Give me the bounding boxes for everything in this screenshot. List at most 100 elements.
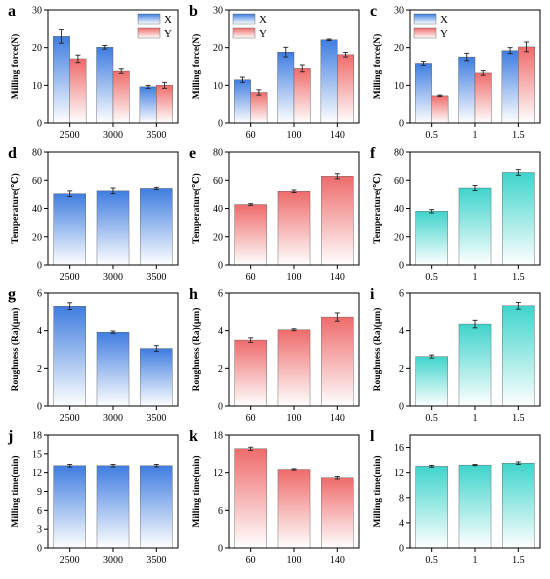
- bar-y: [250, 92, 268, 124]
- x-tick-label: 2500: [60, 413, 80, 424]
- legend-swatch-y: [413, 27, 437, 39]
- x-tick-label: 3000: [103, 130, 123, 141]
- y-tick-label: 0: [218, 402, 223, 413]
- panel-letter: e: [189, 145, 196, 162]
- panel-letter: k: [189, 428, 198, 445]
- y-tick-label: 12: [213, 468, 223, 479]
- bar-x: [233, 79, 251, 124]
- x-tick-label: 1: [473, 272, 478, 283]
- panel-g: g Roughness (Ra)(μm) 0 2 4 6 2500 3000 3500: [8, 286, 179, 424]
- y-tick-label: 30: [213, 6, 223, 17]
- y-tick-label: 12: [32, 468, 42, 479]
- bar: [321, 176, 354, 266]
- y-tick-label: 0: [218, 544, 223, 555]
- legend-swatch-x: [232, 13, 256, 25]
- x-tick-label: 3500: [146, 272, 166, 283]
- panel-letter: a: [8, 3, 16, 20]
- y-axis-label: Milling force(N): [10, 34, 21, 100]
- y-tick-label: 4: [399, 518, 404, 529]
- panel-d: d Temperature(℃) 0 20 40 60 80 2500 3000 3500: [8, 145, 179, 283]
- panel-h: h Roughness (Ra)(μm) 0 2 4 6 60 100 140: [189, 286, 360, 424]
- y-tick-label: 80: [32, 148, 42, 159]
- x-tick-label: 1.5: [512, 555, 525, 566]
- bar: [53, 305, 86, 407]
- panel-k: k Milling time(min) 0 6 12 18 60 100 140: [189, 428, 360, 566]
- panel-i: i Roughness (Ra)(μm) 0 2 4 6 0.5 1 1.5: [370, 286, 541, 424]
- bar: [234, 448, 267, 549]
- panel-letter: g: [8, 286, 16, 303]
- x-tick-label: 1: [473, 130, 478, 141]
- y-tick-label: 60: [32, 176, 42, 187]
- y-axis-label: Temperature(℃): [191, 173, 202, 243]
- x-tick-label: 140: [330, 413, 345, 424]
- y-axis-label: Temperature(℃): [372, 173, 383, 243]
- bar-x: [415, 63, 432, 124]
- x-tick-label: 3000: [103, 413, 123, 424]
- bar: [502, 463, 535, 549]
- y-tick-label: 6: [37, 289, 42, 300]
- axes-frame: [47, 151, 179, 266]
- bar-x: [139, 86, 157, 124]
- bar: [96, 331, 130, 407]
- y-tick-label: 40: [32, 204, 42, 215]
- axes-frame: [228, 292, 360, 407]
- panel-letter: h: [189, 286, 198, 303]
- y-tick-label: 60: [394, 176, 404, 187]
- y-axis-label: Roughness (Ra)(μm): [10, 308, 21, 392]
- y-axis-label: Milling force(N): [191, 34, 202, 100]
- y-axis-label: Roughness (Ra)(μm): [191, 308, 202, 392]
- legend-label-y: Y: [259, 28, 267, 40]
- x-tick-label: 0.5: [425, 555, 438, 566]
- x-tick-label: 60: [246, 413, 256, 424]
- legend-swatch-y: [137, 27, 161, 39]
- legend-swatch-y: [232, 27, 256, 39]
- y-tick-label: 40: [213, 204, 223, 215]
- axes-frame: [47, 434, 179, 549]
- bar: [277, 191, 311, 266]
- panel-letter: d: [8, 145, 17, 162]
- x-tick-label: 1.5: [512, 272, 525, 283]
- bar-x: [458, 56, 476, 124]
- bar-y: [156, 85, 173, 124]
- legend-swatch-x: [413, 13, 437, 25]
- y-tick-label: 0: [218, 261, 223, 272]
- legend-label-y: Y: [440, 28, 448, 40]
- y-axis-label: Milling force(N): [372, 34, 383, 100]
- bar: [96, 465, 130, 549]
- y-tick-label: 80: [213, 148, 223, 159]
- y-axis-label: Roughness (Ra)(μm): [372, 308, 383, 392]
- bar-x: [96, 47, 114, 124]
- y-tick-label: 30: [32, 6, 42, 17]
- y-tick-label: 20: [213, 232, 223, 243]
- bar: [277, 329, 311, 407]
- panel-letter: l: [370, 428, 375, 445]
- bar: [458, 464, 492, 549]
- bar-x: [53, 36, 70, 124]
- bar-x: [320, 39, 338, 124]
- panel-j: j Milling time(min) 0 3 6 9 12 15 18 2500 3000 3500: [7, 428, 179, 566]
- x-tick-label: 2500: [60, 555, 80, 566]
- y-tick-label: 10: [394, 81, 404, 92]
- x-tick-label: 0.5: [425, 413, 438, 424]
- x-tick-label: 140: [330, 272, 345, 283]
- y-tick-label: 4: [399, 326, 404, 337]
- panel-letter: b: [189, 3, 198, 20]
- bar-y: [69, 58, 87, 124]
- x-tick-label: 3500: [146, 130, 166, 141]
- y-tick-label: 18: [213, 431, 223, 442]
- y-tick-label: 30: [394, 6, 404, 17]
- bar: [53, 465, 86, 549]
- panel-letter: j: [7, 428, 13, 445]
- panel-l: l Milling time(min) 0 4 8 12 16 0.5 1 1.5: [370, 428, 541, 566]
- y-tick-label: 10: [213, 81, 223, 92]
- bar: [415, 466, 448, 549]
- y-tick-label: 0: [399, 119, 404, 130]
- y-tick-label: 6: [399, 289, 404, 300]
- bar: [96, 190, 130, 266]
- bar: [140, 465, 173, 549]
- x-tick-label: 1: [473, 555, 478, 566]
- y-tick-label: 40: [394, 204, 404, 215]
- x-tick-label: 3500: [146, 555, 166, 566]
- panel-e: e Temperature(℃) 0 20 40 60 80 60 100 140: [189, 145, 360, 283]
